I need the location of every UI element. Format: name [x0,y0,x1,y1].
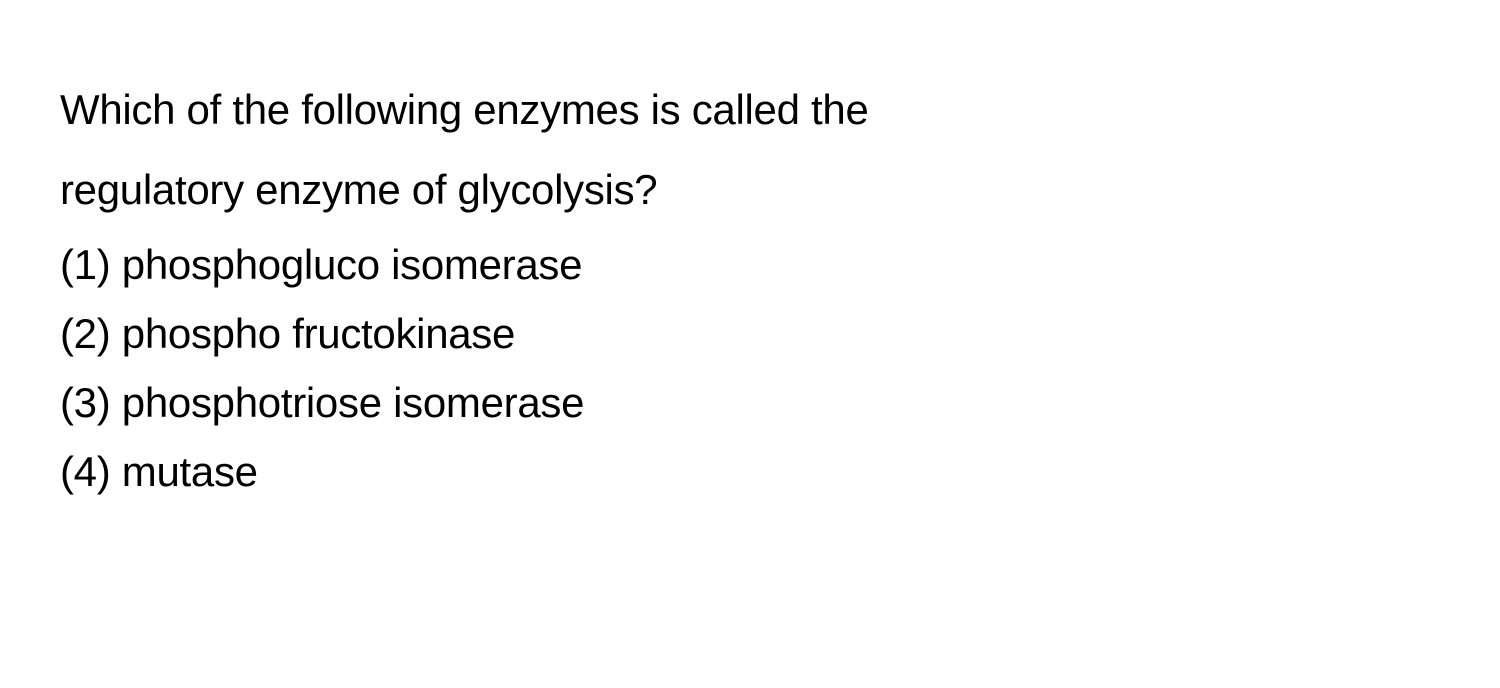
question-line-2: regulatory enzyme of glycolysis? [60,150,1440,230]
option-2: (2) phospho fructokinase [60,299,1440,368]
question-line-1: Which of the following enzymes is called… [60,70,1440,150]
option-3: (3) phosphotriose isomerase [60,368,1440,437]
question-container: Which of the following enzymes is called… [60,70,1440,507]
option-4: (4) mutase [60,437,1440,506]
option-1: (1) phosphogluco isomerase [60,230,1440,299]
